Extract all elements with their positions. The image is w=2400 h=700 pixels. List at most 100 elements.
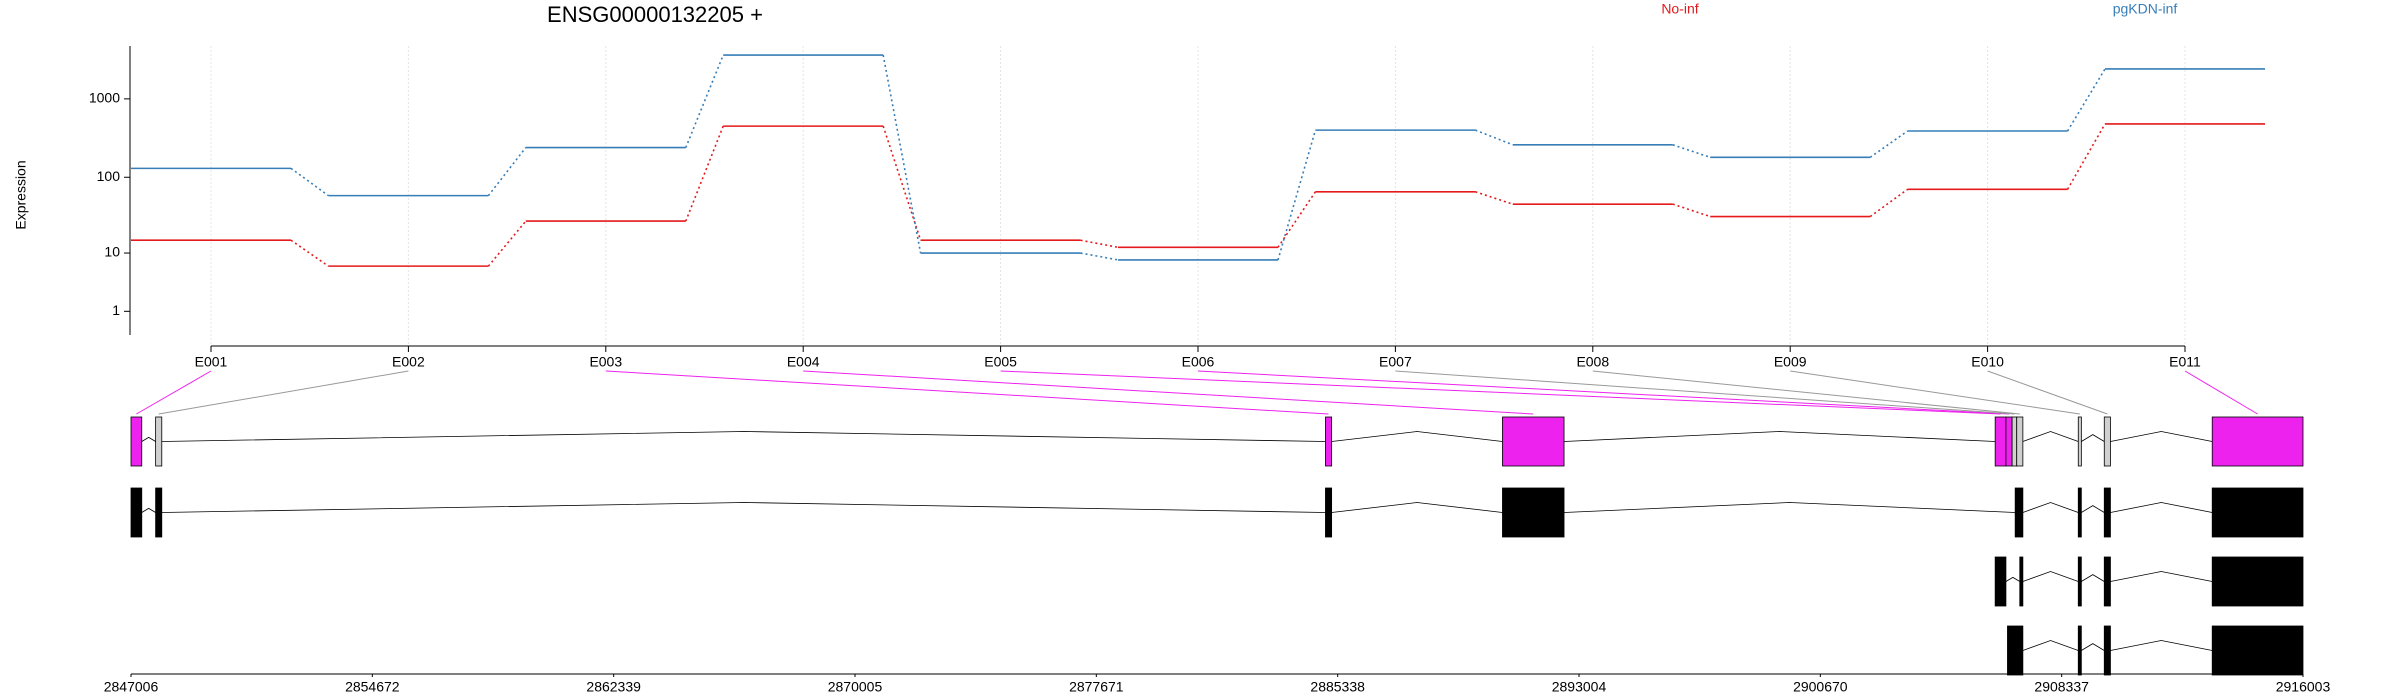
transcript-exon	[2077, 556, 2082, 607]
exon-link	[136, 370, 212, 415]
x-tick-label: E002	[392, 354, 425, 370]
connector	[1277, 129, 1317, 261]
transcript-exon	[2014, 487, 2024, 538]
connector	[1277, 191, 1317, 248]
exon	[1502, 416, 1565, 467]
x-tick-label: E009	[1774, 354, 1807, 370]
genomic-tick-label: 2854672	[345, 679, 400, 695]
intron	[2022, 502, 2079, 513]
exon-link	[1197, 370, 2010, 415]
intron	[2022, 431, 2079, 442]
exon-link	[1987, 370, 2108, 415]
genomic-tick-label: 2893004	[1552, 679, 1607, 695]
transcript-exon	[155, 487, 163, 538]
exon	[2016, 416, 2024, 467]
x-tick-label: E011	[2169, 354, 2201, 370]
exon-link	[605, 370, 1329, 415]
intron	[2081, 574, 2105, 582]
intron	[2081, 434, 2105, 442]
intron	[2110, 431, 2213, 442]
transcript-exon	[130, 487, 143, 538]
connector	[685, 125, 724, 222]
exon-link	[158, 370, 409, 415]
transcript-exon	[2103, 625, 2111, 676]
transcript-exon	[2077, 487, 2082, 538]
x-tick-label: E008	[1576, 354, 1609, 370]
connector	[1080, 239, 1119, 249]
exon-link	[1000, 370, 2001, 415]
genomic-tick-label: 2877671	[1069, 679, 1124, 695]
connector	[487, 220, 527, 267]
genomic-tick-label: 2916003	[2276, 679, 2331, 695]
exon-link	[1790, 370, 2080, 415]
exon-link	[803, 370, 1534, 415]
transcript-exon	[1502, 487, 1565, 538]
connector	[2066, 68, 2106, 132]
connector	[487, 147, 527, 197]
exon-link	[1592, 370, 2020, 415]
connector	[1672, 203, 1711, 218]
transcript-exon	[2019, 556, 2024, 607]
genomic-tick-label: 2870005	[828, 679, 883, 695]
intron	[2022, 571, 2079, 582]
x-tick-label: E007	[1379, 354, 1412, 370]
y-tick-label: 1	[112, 302, 120, 318]
exon	[2011, 416, 2018, 467]
intron	[2081, 643, 2105, 651]
transcript-exon	[2211, 556, 2304, 607]
genomic-tick-label: 2900670	[1793, 679, 1848, 695]
exon	[155, 416, 163, 467]
y-axis-label: Expression	[13, 160, 29, 229]
intron	[161, 502, 1326, 513]
intron	[2110, 571, 2213, 582]
connector	[1869, 130, 1909, 158]
x-tick-label: E001	[195, 354, 228, 370]
connector	[1869, 188, 1909, 218]
transcript-exon	[1994, 556, 2007, 607]
y-tick-label: 1000	[89, 90, 120, 106]
intron	[1564, 431, 1996, 442]
genomic-tick-label: 2908337	[2034, 679, 2089, 695]
exon	[1994, 416, 2007, 467]
intron	[1564, 502, 2016, 513]
connector	[1475, 129, 1514, 146]
transcript-exon	[2211, 625, 2304, 676]
connector	[1672, 144, 1711, 159]
transcript-exon	[2103, 487, 2111, 538]
x-tick-label: E003	[589, 354, 622, 370]
connector	[882, 125, 922, 241]
x-tick-label: E004	[787, 354, 820, 370]
exon	[2103, 416, 2111, 467]
chart-title: ENSG00000132205 +	[547, 2, 763, 27]
genomic-tick-label: 2862339	[586, 679, 641, 695]
x-tick-label: E005	[984, 354, 1017, 370]
intron	[2022, 640, 2079, 651]
exon	[2211, 416, 2304, 467]
exon	[2005, 416, 2013, 467]
transcript-exon	[2103, 556, 2111, 607]
connector	[1475, 191, 1514, 205]
transcript-exon	[2077, 625, 2082, 676]
intron	[141, 507, 156, 513]
intron	[1331, 431, 1503, 442]
exon	[2077, 416, 2082, 467]
exon	[1325, 416, 1333, 467]
connector	[882, 54, 922, 254]
connector	[1080, 252, 1119, 261]
genomic-tick-label: 2847006	[104, 679, 159, 695]
transcript-exon	[1325, 487, 1333, 538]
x-tick-label: E010	[1971, 354, 2004, 370]
intron	[2110, 640, 2213, 651]
transcript-exon	[2211, 487, 2304, 538]
genomic-tick-label: 2885338	[1310, 679, 1365, 695]
exon	[130, 416, 143, 467]
intron	[2005, 576, 2020, 582]
exon-link	[1395, 370, 2015, 415]
legend-entry: No-inf	[1661, 1, 1698, 17]
transcript-exon	[2007, 625, 2024, 676]
exon-link	[2184, 370, 2258, 415]
y-tick-label: 100	[97, 168, 121, 184]
intron	[141, 436, 156, 442]
connector	[290, 239, 329, 267]
connector	[2066, 123, 2106, 190]
